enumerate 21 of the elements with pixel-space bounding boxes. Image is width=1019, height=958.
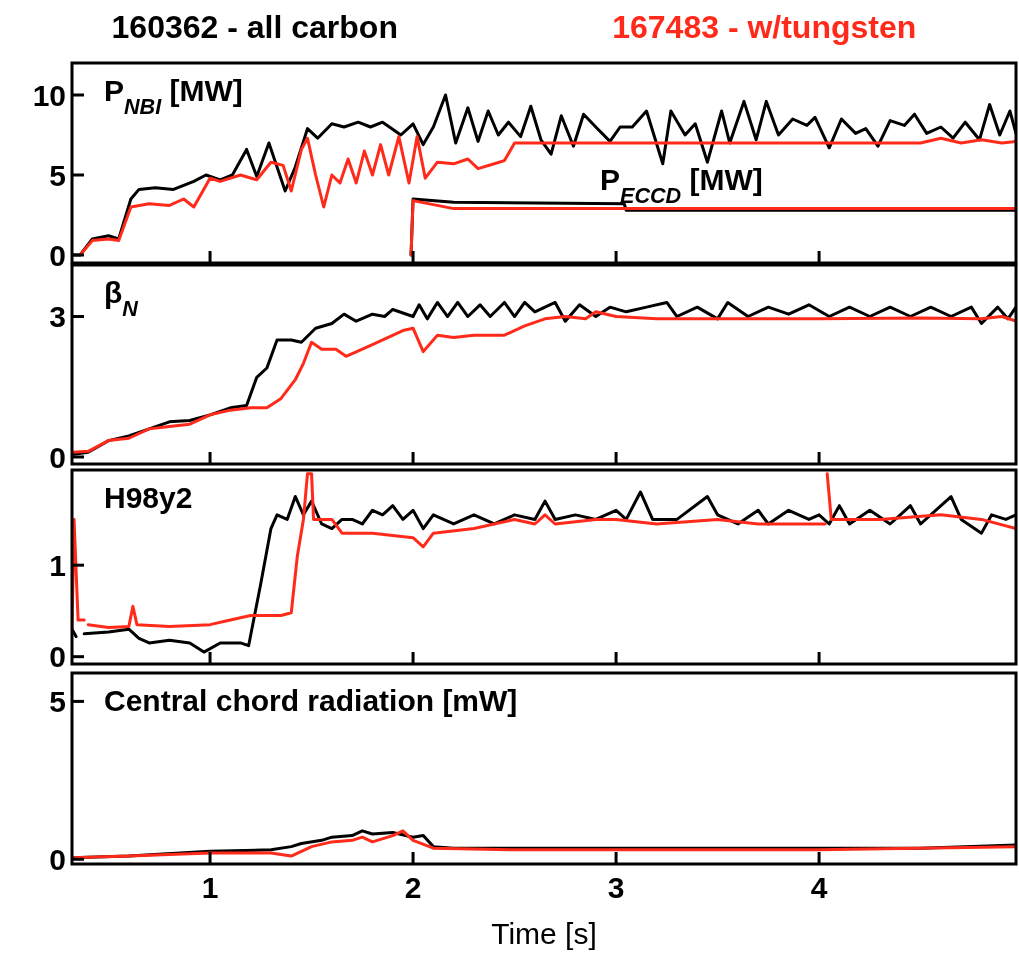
x-tick-label: 2	[404, 871, 422, 904]
annotation: P$_{NBI}$ [MW]	[104, 74, 243, 119]
y-tick-label: 0	[49, 238, 66, 272]
y-tick-label: 0	[49, 843, 66, 877]
y-tick-label: 0	[49, 440, 66, 474]
x-tick-label: 3	[607, 871, 625, 904]
text: 160362 - all carbon	[111, 9, 398, 45]
x-tick-label: 1	[201, 871, 219, 904]
y-tick-label: 3	[49, 300, 66, 334]
y-tick-label: 5	[49, 685, 66, 719]
y-tick-label: 10	[32, 78, 66, 112]
y-tick-label: 0	[49, 640, 66, 674]
annotation: H98y2	[104, 481, 193, 514]
text: 167483 - w/tungsten	[612, 9, 917, 45]
y-tick-label: 5	[49, 158, 66, 192]
annotation: P$_{ECCD}$ [MW]	[600, 163, 763, 208]
y-tick-label: 1	[49, 548, 66, 582]
annotation: Central chord radiation [mW]	[104, 684, 518, 717]
x-tick-label: 4	[810, 871, 828, 904]
annotation: β$_{N}$	[104, 276, 139, 321]
x-axis-title: Time [s]	[491, 917, 597, 950]
